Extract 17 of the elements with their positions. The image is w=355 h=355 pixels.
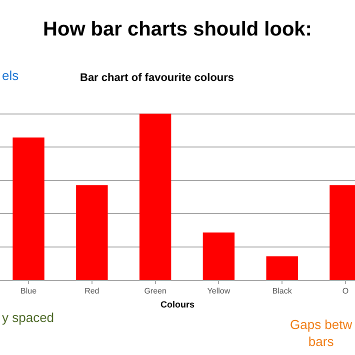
x-tick-label: Yellow [207,286,230,296]
text: Gaps betw bars [290,317,353,349]
x-tick-label: Black [272,286,293,296]
x-tick-label: Blue [20,286,38,296]
bar [266,256,298,280]
bar [12,138,44,280]
bar [202,232,235,280]
x-tick-label: Green [144,286,166,296]
text: y spaced [2,310,54,325]
text: els [2,68,20,83]
x-tick-label: O [342,286,349,296]
chart-subtitle: Bar chart of favourite colours [80,72,234,84]
bar [76,185,108,280]
x-tick-label: Red [84,286,100,296]
x-axis-title: Colours [160,299,195,310]
bar [139,114,172,280]
chart-title: How bar charts should look: [43,18,312,40]
